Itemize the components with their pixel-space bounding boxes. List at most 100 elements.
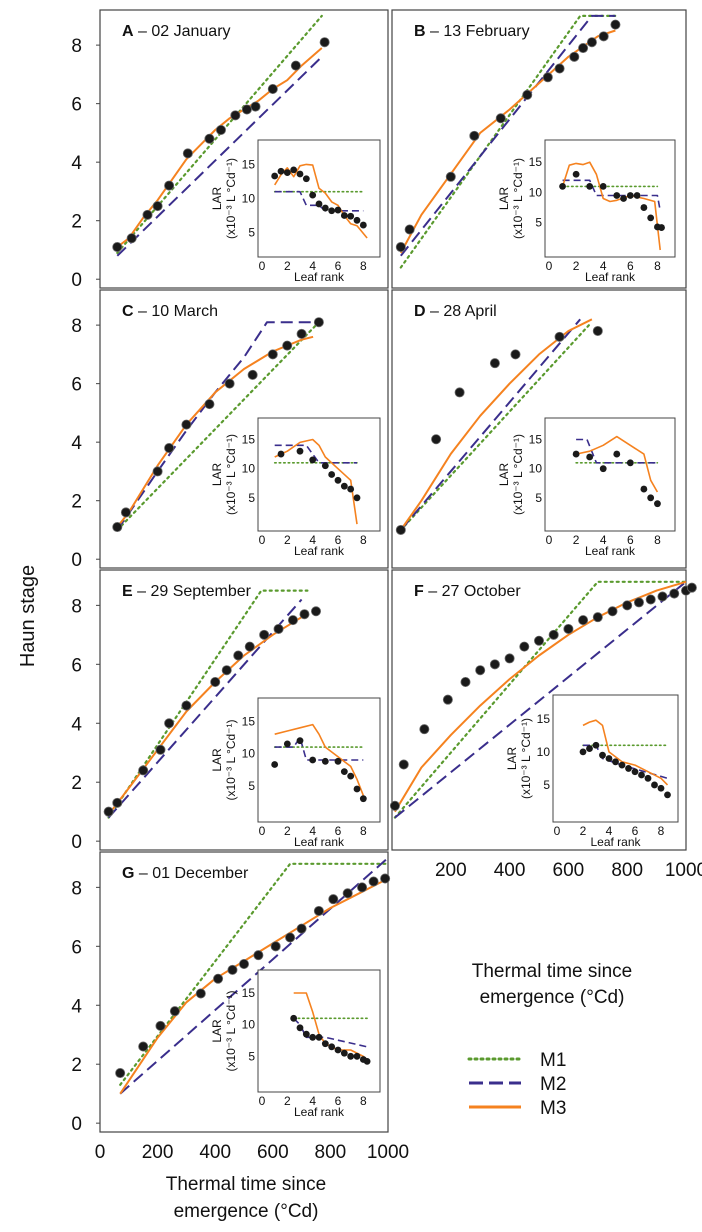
panel-title-b: B – 13 February xyxy=(414,23,530,40)
observed-point-e-4 xyxy=(164,718,175,729)
inset-point-e-6 xyxy=(340,768,348,775)
inset-point-e-7 xyxy=(347,772,355,780)
inset-point-g-7 xyxy=(334,1046,342,1054)
inset-a: 5 10 15 0 2 4 6 8 Leaf rank LAR (x10⁻³ L °Cd⁻¹) xyxy=(210,139,381,284)
x-tick-label-f-200: 200 xyxy=(435,860,467,881)
inset-e: 5 10 15 0 2 4 6 8 Leaf rank LAR (x10⁻³ L °Cd⁻¹) xyxy=(210,697,381,849)
inset-point-a-11 xyxy=(340,212,348,219)
inset-point-a-10 xyxy=(334,206,342,214)
series-line-d-m1 xyxy=(399,324,591,532)
inset-point-f-5 xyxy=(612,758,619,766)
inset-point-d-1 xyxy=(586,453,594,461)
series-line-e-m2 xyxy=(107,598,303,819)
inset-point-a-0 xyxy=(271,172,279,180)
inset-x-tick-e-0: 0 xyxy=(259,824,266,838)
inset-x-tick-b-8: 8 xyxy=(654,259,661,273)
inset-line-b-m3 xyxy=(561,161,661,251)
inset-point-d-2 xyxy=(599,465,607,473)
inset-ylabel-line2-b: (x10⁻³ L °Cd⁻¹) xyxy=(511,158,525,239)
series-line-b-m2 xyxy=(400,14,616,257)
inset-y-tick-e-15: 15 xyxy=(242,714,256,728)
observed-point-b-1 xyxy=(404,224,415,235)
series-line-c-m2 xyxy=(116,321,319,531)
x-tick-label-g-600: 600 xyxy=(257,1142,289,1163)
inset-y-tick-g-15: 15 xyxy=(242,986,256,1000)
observed-point-f-13 xyxy=(592,612,603,623)
inset-point-c-5 xyxy=(334,476,342,484)
series-line-f-m2 xyxy=(394,581,687,819)
observed-point-d-5 xyxy=(554,331,565,342)
inset-point-a-13 xyxy=(353,216,361,224)
y-tick-label-a-2: 2 xyxy=(71,212,82,233)
observed-point-e-13 xyxy=(299,609,310,620)
inset-point-a-12 xyxy=(347,212,355,220)
inset-point-f-1 xyxy=(586,745,593,752)
inset-point-g-8 xyxy=(340,1049,348,1057)
inset-y-tick-c-15: 15 xyxy=(242,433,256,447)
observed-point-g-14 xyxy=(342,888,353,899)
inset-y-tick-d-15: 15 xyxy=(529,433,543,447)
observed-point-e-3 xyxy=(155,744,166,755)
inset-x-tick-g-6: 6 xyxy=(335,1094,342,1108)
observed-point-g-3 xyxy=(169,1006,180,1017)
y-tick-label-a-4: 4 xyxy=(71,153,82,174)
inset-line-c-m2 xyxy=(274,444,357,464)
y-tick-label-e-2: 2 xyxy=(71,773,82,794)
inset-point-f-2 xyxy=(592,741,600,749)
inset-x-tick-e-2: 2 xyxy=(284,824,291,838)
inset-y-tick-a-5: 5 xyxy=(248,226,255,240)
inset-point-c-1 xyxy=(296,447,304,455)
inset-x-tick-c-2: 2 xyxy=(284,533,291,547)
y-tick-label-c-0: 0 xyxy=(71,550,82,571)
panel-title-c: C – 10 March xyxy=(122,303,218,320)
series-line-c-m3 xyxy=(116,335,314,528)
observed-point-c-9 xyxy=(282,340,293,351)
inset-point-c-2 xyxy=(309,456,317,464)
inset-xlabel-a: Leaf rank xyxy=(294,270,345,284)
inset-point-b-0 xyxy=(559,182,566,190)
inset-x-tick-a-2: 2 xyxy=(284,259,291,273)
observed-point-f-21 xyxy=(686,582,697,593)
inset-x-tick-g-8: 8 xyxy=(360,1094,367,1108)
observed-point-a-9 xyxy=(241,104,252,115)
inset-g: 5 10 15 0 2 4 6 8 Leaf rank LAR (x10⁻³ L °Cd⁻¹) xyxy=(210,969,381,1119)
observed-point-b-6 xyxy=(542,72,553,83)
bottom-x-axis-block: Thermal time since emergence (°Cd) xyxy=(166,1174,327,1222)
observed-point-c-5 xyxy=(204,399,215,410)
inset-point-g-12 xyxy=(363,1058,371,1065)
observed-point-f-1 xyxy=(398,759,409,770)
y-tick-label-g-4: 4 xyxy=(71,996,82,1017)
observed-point-f-4 xyxy=(460,677,471,688)
inset-point-b-8 xyxy=(640,204,648,211)
observed-point-b-8 xyxy=(569,51,580,62)
observed-point-f-15 xyxy=(622,600,633,611)
y-tick-label-c-2: 2 xyxy=(71,492,82,513)
inset-x-tick-b-2: 2 xyxy=(573,259,580,273)
legend-label-m1: M1 xyxy=(540,1050,566,1071)
observed-point-e-11 xyxy=(273,623,284,634)
inset-point-f-4 xyxy=(605,755,613,762)
inset-ylabel-line2-g: (x10⁻³ L °Cd⁻¹) xyxy=(224,990,238,1071)
inset-y-tick-a-15: 15 xyxy=(242,157,256,171)
inset-y-tick-e-5: 5 xyxy=(248,779,255,793)
y-tick-label-e-6: 6 xyxy=(71,655,82,676)
inset-x-tick-e-8: 8 xyxy=(360,824,367,838)
inset-x-tick-a-4: 4 xyxy=(309,259,316,273)
inset-b: 5 10 15 0 2 4 6 8 Leaf rank LAR (x10⁻³ L °Cd⁻¹) xyxy=(497,139,676,284)
panel-d: D – 28 April 5 10 15 0 2 4 6 8 Leaf rank LAR (x10⁻³… xyxy=(391,289,687,569)
observed-point-c-8 xyxy=(267,349,278,360)
series-line-e-m1 xyxy=(107,589,309,819)
observed-point-a-6 xyxy=(204,133,215,144)
observed-point-e-9 xyxy=(244,641,255,652)
inset-y-tick-b-5: 5 xyxy=(535,216,542,230)
inset-line-f-m3 xyxy=(582,719,669,786)
legend: M1 M2 M3 xyxy=(467,1050,566,1119)
y-tick-label-a-8: 8 xyxy=(71,36,82,57)
y-tick-label-c-6: 6 xyxy=(71,375,82,396)
inset-point-e-8 xyxy=(353,785,361,793)
inset-point-a-2 xyxy=(283,169,291,177)
inset-point-a-4 xyxy=(296,170,304,178)
inset-point-f-8 xyxy=(631,768,639,776)
inset-xlabel-d: Leaf rank xyxy=(585,544,636,558)
observed-point-g-5 xyxy=(213,973,224,984)
